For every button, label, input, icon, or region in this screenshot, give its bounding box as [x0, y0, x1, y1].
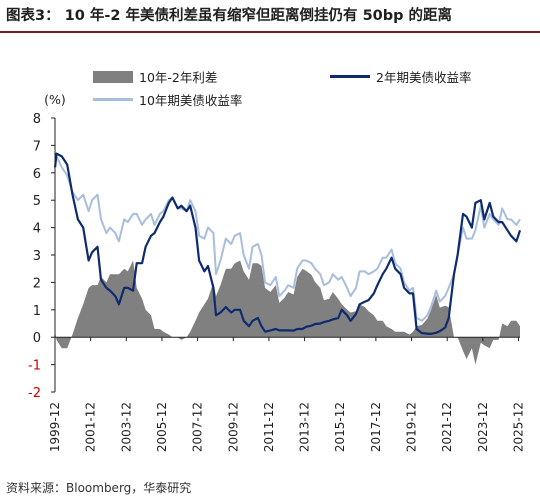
x-tick-label: 2015-12 [333, 402, 347, 452]
y-tick-label: 5 [33, 194, 41, 209]
chart-title: 图表3： 10 年-2 年美债利差虽有缩窄但距离倒挂仍有 50bp 的距离 [6, 8, 453, 24]
y-tick-label: 3 [33, 249, 41, 264]
spread-area-layer [55, 260, 520, 365]
y-tick-label: 4 [33, 222, 41, 237]
x-tick-label: 2019-12 [405, 402, 419, 452]
y-tick-label: -1 [28, 359, 41, 374]
y-tick-label: 2 [33, 276, 41, 291]
x-tick-label: 2005-12 [155, 402, 169, 452]
x-tick-label: 2017-12 [369, 402, 383, 452]
x-tick-label: 2021-12 [440, 402, 454, 452]
title-rule [0, 31, 540, 33]
x-tick-label: 2013-12 [298, 402, 312, 452]
legend-spread-label: 10年-2年利差 [139, 70, 218, 85]
x-tick-label: 1999-12 [48, 402, 62, 452]
yield-lines-layer [54, 152, 522, 335]
axes-layer: 8 7 6 5 4 3 2 1 0 -1 -2 1999-12 2001-12 2003-12 2005-1… [28, 112, 525, 452]
legend-10y: 10年期美债收益率 [93, 90, 242, 109]
x-tick-label: 2025-12 [512, 402, 526, 452]
y-axis-unit: (%) [44, 92, 66, 107]
x-tick-label: 2011-12 [262, 402, 276, 452]
x-tick-label: 2009-12 [226, 402, 240, 452]
y-tick-label: 6 [33, 167, 41, 182]
x-tick-label: 2023-12 [476, 402, 490, 452]
yield-10y-line [54, 155, 521, 322]
y-tick-label: 0 [33, 331, 41, 346]
legend-spread-swatch [93, 70, 133, 83]
y-tick-label: -2 [28, 386, 41, 401]
legend-2y: 2年期美债收益率 [330, 67, 471, 86]
legend-10y-swatch [93, 98, 133, 101]
x-tick-label: 2001-12 [84, 402, 98, 452]
source-note: 资料来源：Bloomberg，华泰研究 [6, 481, 192, 495]
yield-2y-line [54, 152, 522, 335]
legend-10y-label: 10年期美债收益率 [139, 93, 243, 108]
x-tick-label: 2003-12 [119, 402, 133, 452]
legend-2y-swatch [330, 75, 370, 78]
y-tick-label: 1 [33, 304, 41, 319]
legend-2y-label: 2年期美债收益率 [376, 70, 472, 85]
y-tick-label: 7 [33, 139, 41, 154]
x-tick-label: 2007-12 [191, 402, 205, 452]
legend-spread: 10年-2年利差 [93, 67, 217, 86]
spread-area [55, 260, 520, 365]
y-tick-label: 8 [33, 112, 41, 127]
